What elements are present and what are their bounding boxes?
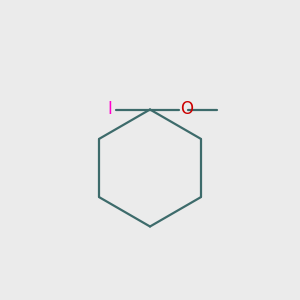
- Text: I: I: [107, 100, 112, 118]
- Text: O: O: [180, 100, 193, 118]
